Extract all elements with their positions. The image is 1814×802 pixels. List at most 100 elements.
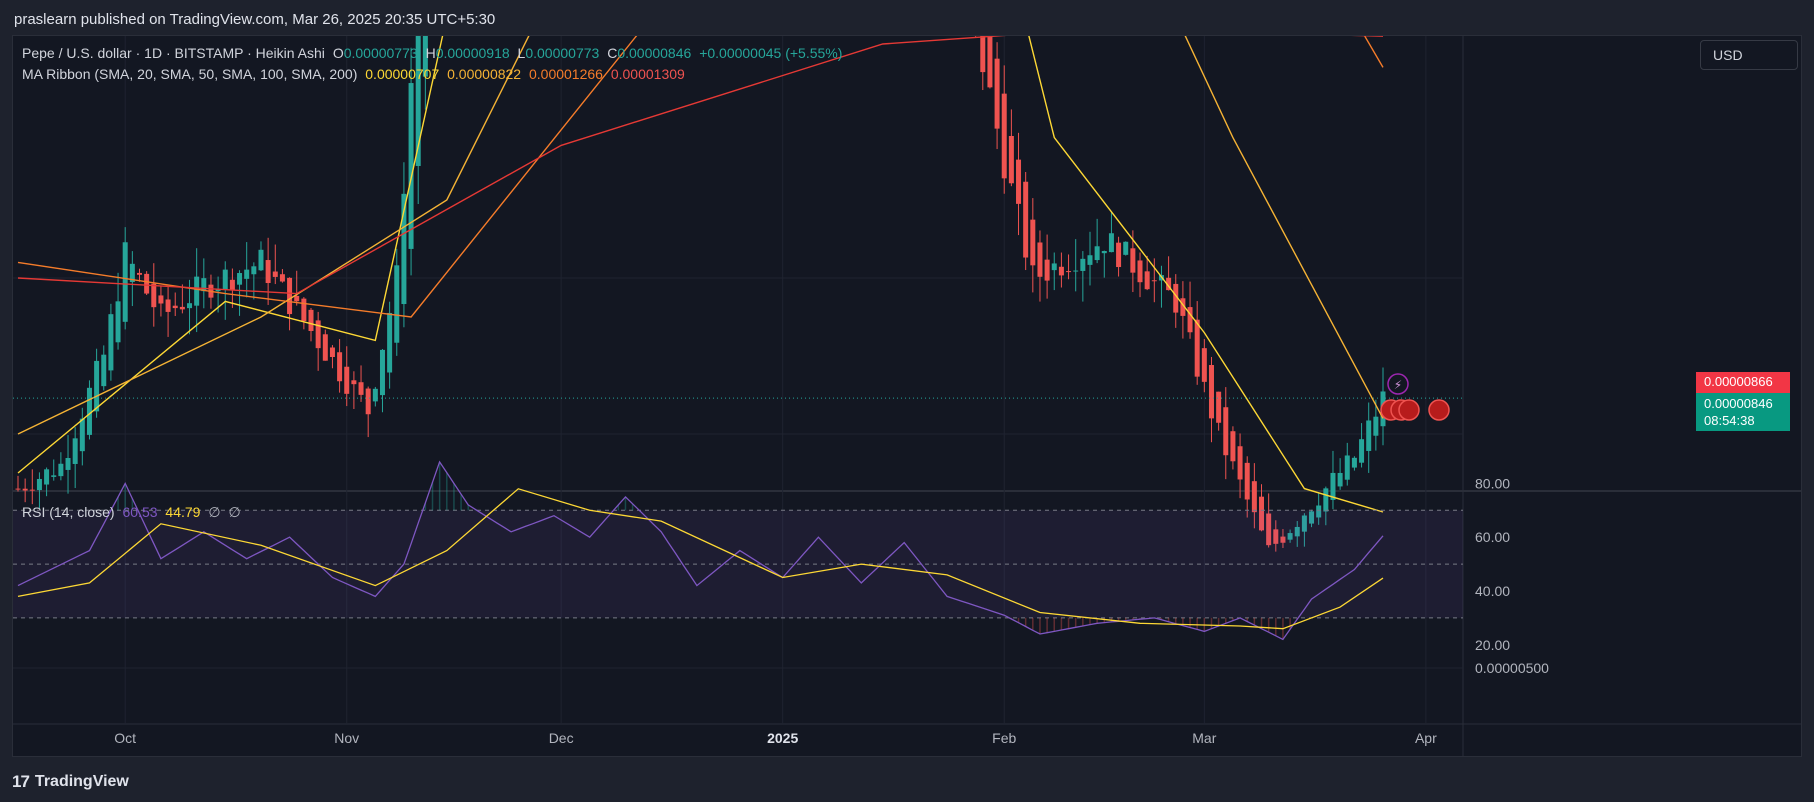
candle-body [358,382,364,395]
candle-body [1237,446,1243,480]
candle-body [401,193,407,305]
candle-body [229,279,235,290]
candle-body [1344,455,1350,480]
candle-body [165,299,171,312]
candle-body [1123,241,1129,255]
ma100-value: 0.00001266 [528,66,603,82]
ma50-value: 0.00000822 [447,66,522,82]
candle-body [1023,181,1029,258]
flash-icon: ⚡ [1394,378,1402,392]
candle-body [115,301,121,343]
candle-body [65,457,71,470]
currency-button[interactable]: USD [1700,40,1798,70]
candle-body [1230,431,1236,462]
candle-body [1259,496,1265,531]
candle-body [265,260,271,284]
candle-body [279,274,285,282]
ma-price-tag-value: 0.00000866 [1704,374,1773,389]
x-tick-label: 2025 [767,730,798,746]
candle-body [1323,488,1329,512]
candle-body [1330,472,1336,500]
candle-body [1037,242,1043,277]
candle-body [79,418,85,452]
flash-event-marker [1387,373,1409,395]
candle-body [158,295,164,304]
candle-body [1180,298,1186,316]
ma200-value: 0.00001309 [610,66,685,82]
published-header: praslearn published on TradingView.com, … [0,0,1814,38]
candle-body [108,314,114,371]
candle-body [1166,277,1172,291]
ma-line-sma-20 [17,36,1384,513]
tradingview-logo[interactable]: 17 TradingView [12,772,129,792]
candle-body [987,36,993,88]
candle-body [86,387,92,435]
candle-body [1251,481,1257,513]
candle-body [1194,319,1200,377]
y-tick-label: 0.00000500 [1475,660,1549,676]
tradingview-brand: TradingView [34,773,129,790]
price-legend: Pepe / U.S. dollar · 1D · BITSTAMP · Hei… [22,45,846,61]
candle-body [301,298,307,322]
candle-body [172,305,178,309]
tradingview-logo-mark: 17 [12,772,30,791]
candle-body [1080,258,1086,271]
candle-body [408,83,414,249]
rsi-y-tick-label: 40.00 [1475,583,1510,599]
high-value: 0.00000918 [435,45,510,61]
candles [15,36,1386,552]
rsi-title[interactable]: RSI (14, close) [22,504,115,520]
candle-body [365,388,371,415]
candle-body [136,272,142,275]
ma-ribbon-title[interactable]: MA Ribbon (SMA, 20, SMA, 50, SMA, 100, S… [22,66,358,82]
us-flag-event-icon [1398,399,1420,421]
candle-body [379,349,385,396]
candle-body [422,36,428,77]
candle-body [1130,248,1136,273]
candle-body [294,295,300,302]
candle-body [1208,365,1214,419]
candle-body [1144,271,1150,290]
candle-body [1116,242,1122,268]
last-price-tag: 0.00000846 08:54:38 [1696,393,1790,431]
candle-body [51,475,57,477]
low-value: 0.00000773 [525,45,600,61]
candle-body [122,242,128,322]
candle-body [1151,280,1157,282]
ma-price-tag: 0.00000866 [1696,372,1790,393]
candle-body [72,438,78,464]
symbol-title[interactable]: Pepe / U.S. dollar · 1D · BITSTAMP · Hei… [22,45,325,61]
candle-body [1044,259,1050,281]
open-value: 0.00000773 [343,45,418,61]
rsi-null-1: ∅ [208,504,221,520]
candle-body [1030,219,1036,266]
candle-body [1094,246,1100,261]
candle-body [258,249,264,271]
candle-body [387,312,393,373]
last-price-value: 0.00000846 [1704,396,1773,411]
candle-body [1337,472,1343,487]
high-label: H [425,45,436,61]
candle-body [179,306,185,310]
candle-body [1223,407,1229,456]
candle-body [287,277,293,315]
close-value: 0.00000846 [617,45,692,61]
candle-body [1001,93,1007,179]
candle-body [1244,462,1250,500]
candle-body [1287,533,1293,540]
candle-body [22,488,28,491]
candle-body [1273,529,1279,544]
candle-body [994,58,1000,129]
candle-body [272,271,278,277]
candle-body [1301,515,1307,532]
chart-frame[interactable]: OctNovDec2025FebMarApr0.000025000.000020… [12,35,1802,757]
chart-canvas[interactable]: OctNovDec2025FebMarApr0.000025000.000020… [13,36,1801,756]
candle-body [372,388,378,402]
candle-body [1101,250,1107,254]
candle-body [1359,439,1365,463]
candle-body [1137,260,1143,283]
candle-body [222,269,228,290]
currency-label: USD [1713,47,1743,63]
rsi-value: 60.53 [122,504,158,520]
candle-body [1280,536,1286,543]
